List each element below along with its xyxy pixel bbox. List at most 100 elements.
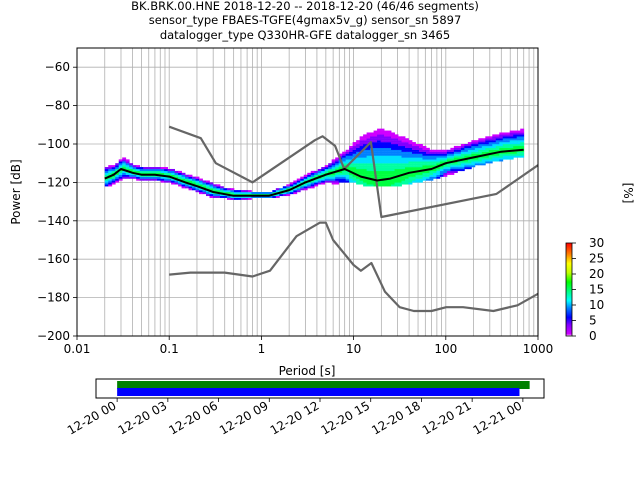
- density-cell: [143, 167, 148, 170]
- density-cell: [471, 147, 476, 150]
- density-cell: [450, 153, 455, 156]
- density-cell: [391, 165, 395, 168]
- density-cell: [513, 140, 518, 143]
- density-cell: [436, 161, 441, 164]
- density-cell: [377, 176, 381, 179]
- density-cell: [111, 165, 116, 168]
- density-cell: [352, 147, 357, 150]
- density-cell: [450, 163, 455, 166]
- density-cell: [457, 147, 462, 150]
- density-cell: [384, 145, 388, 149]
- density-cell: [237, 190, 242, 193]
- density-cell: [422, 147, 427, 150]
- density-cell: [481, 142, 486, 145]
- y-tick-label: −180: [37, 291, 70, 305]
- density-cell: [363, 178, 368, 181]
- density-cell: [321, 170, 326, 173]
- density-cell: [317, 178, 322, 181]
- density-cell: [139, 176, 144, 179]
- density-cell: [139, 168, 144, 172]
- density-cell: [199, 190, 203, 193]
- density-cell: [296, 186, 301, 189]
- density-cell: [492, 145, 497, 149]
- density-cell: [345, 149, 350, 152]
- density-cell: [115, 163, 120, 166]
- density-cell: [405, 138, 409, 141]
- density-cell: [464, 161, 469, 164]
- density-cell: [384, 159, 388, 162]
- density-cell: [408, 167, 413, 170]
- density-cell: [432, 159, 437, 162]
- density-cell: [443, 172, 448, 175]
- density-cell: [488, 149, 493, 152]
- colorbar-label: [%]: [621, 183, 635, 204]
- density-cell: [387, 157, 392, 160]
- density-cell: [418, 157, 423, 160]
- density-cell: [108, 168, 113, 172]
- density-cell: [405, 151, 409, 154]
- density-cell: [384, 151, 388, 154]
- density-cell: [418, 167, 423, 170]
- density-cell: [429, 157, 434, 160]
- density-cell: [384, 176, 388, 179]
- density-cell: [520, 134, 525, 137]
- density-cell: [425, 149, 430, 152]
- density-cell: [439, 165, 444, 168]
- density-cell: [520, 140, 525, 143]
- chart-title-line2: sensor_type FBAES-TGFE(4gmax5v_g) sensor…: [149, 13, 462, 27]
- density-cell: [349, 163, 354, 166]
- density-cell: [366, 157, 371, 160]
- density-cell: [366, 149, 371, 152]
- density-cell: [356, 140, 361, 143]
- density-cell: [502, 142, 507, 145]
- density-cell: [139, 178, 144, 181]
- density-cell: [359, 142, 364, 145]
- density-cell: [471, 140, 476, 143]
- density-cell: [398, 140, 402, 143]
- density-cell: [429, 163, 434, 166]
- density-cell: [394, 157, 399, 160]
- density-cell: [209, 192, 214, 195]
- density-cell: [391, 159, 395, 162]
- density-cell: [345, 180, 350, 183]
- density-cell: [516, 153, 521, 156]
- density-cell: [467, 159, 472, 162]
- density-cell: [384, 149, 388, 152]
- density-cell: [167, 178, 172, 181]
- density-cell: [513, 153, 518, 156]
- density-cell: [488, 155, 493, 158]
- density-cell: [331, 178, 336, 181]
- density-cell: [338, 178, 343, 181]
- density-cell: [373, 144, 378, 147]
- density-cell: [366, 172, 371, 175]
- density-cell: [513, 142, 518, 145]
- density-cell: [398, 172, 402, 175]
- density-cell: [398, 180, 402, 183]
- density-cell: [467, 151, 472, 154]
- density-cell: [345, 151, 350, 154]
- density-cell: [366, 165, 371, 168]
- density-cell: [471, 149, 476, 152]
- density-cell: [300, 184, 305, 187]
- density-cell: [125, 165, 130, 168]
- density-cell: [401, 180, 406, 183]
- timeline-tick-label: 12-20 06: [166, 398, 220, 437]
- density-cell: [387, 147, 392, 150]
- density-cell: [202, 182, 207, 185]
- density-cell: [363, 140, 368, 143]
- density-cell: [181, 174, 186, 177]
- density-cell: [164, 168, 168, 172]
- density-cell: [188, 186, 193, 189]
- density-cell: [398, 167, 402, 170]
- density-cell: [307, 176, 312, 179]
- density-cell: [171, 178, 175, 181]
- density-cell: [202, 184, 207, 187]
- density-cell: [342, 178, 347, 181]
- density-cell: [349, 145, 354, 149]
- density-cell: [352, 180, 357, 183]
- density-cell: [226, 190, 231, 193]
- density-cell: [136, 170, 141, 173]
- density-cell: [502, 136, 507, 139]
- density-cell: [394, 165, 399, 168]
- density-cell: [429, 174, 434, 177]
